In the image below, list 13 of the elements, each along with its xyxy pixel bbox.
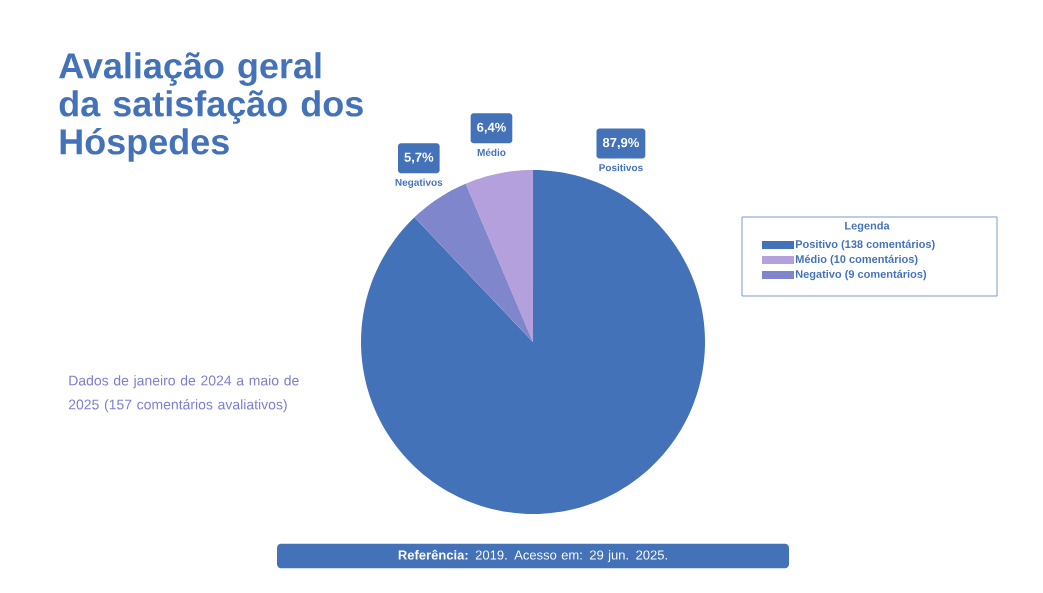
- text: Referência: 2019. Acesso em: 29 jun. 2025.: [398, 549, 667, 563]
- legend-label: Médio (10 comentários): [795, 254, 918, 266]
- legend-title: Legenda: [845, 221, 890, 232]
- text: Positivos: [599, 163, 643, 172]
- text: Médio: [477, 148, 506, 156]
- data-label: 87,9%: [602, 137, 639, 150]
- legend-label: Negativo (9 comentários): [795, 269, 927, 281]
- legend-label: Positivo (138 comentários): [795, 239, 935, 251]
- text: Negativos: [395, 178, 443, 188]
- chart-title: Avaliação geral da satisfação dos Hóspedes: [59, 52, 363, 162]
- data-label: 6,4%: [477, 122, 506, 134]
- text: Dados de janeiro de 2024 a maio de 2025 (157 comentários avaliativos): [68, 375, 299, 413]
- data-label: 5,7%: [404, 152, 434, 164]
